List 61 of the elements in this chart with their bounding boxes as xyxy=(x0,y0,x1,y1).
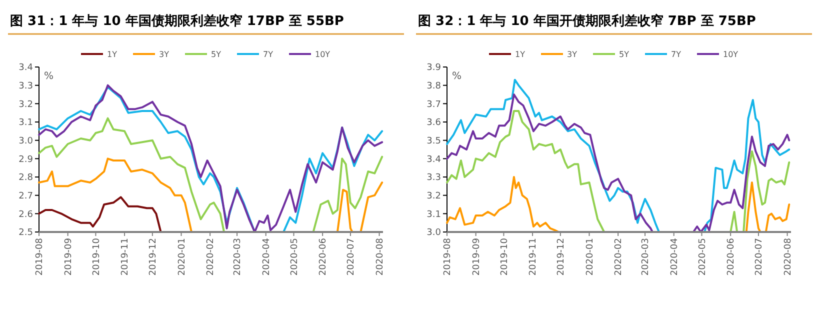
x-tick-label: 2020-02 xyxy=(614,238,624,276)
x-tick-label: 2019-08 xyxy=(443,238,454,276)
x-tick-label: 2019-10 xyxy=(500,238,510,276)
y-tick-label: 3.9 xyxy=(426,63,442,74)
y-tick-label: 3.7 xyxy=(426,100,441,110)
legend-label: 1Y xyxy=(107,50,118,59)
x-tick-label: 2020-01 xyxy=(177,238,188,276)
y-tick-label: 2.6 xyxy=(18,210,34,220)
y-tick-label: 3.2 xyxy=(18,100,33,110)
x-tick-label: 2020-05 xyxy=(290,238,300,276)
chart-title: 图 31：1 年与 10 年国债期限利差收窄 17BP 至 55BP xyxy=(10,13,344,29)
x-tick-label: 2019-10 xyxy=(92,238,102,276)
line-series xyxy=(38,196,162,233)
y-tick-label: 3.0 xyxy=(18,136,34,146)
y-tick-label: 3.2 xyxy=(426,191,441,202)
y-tick-label: 2.9 xyxy=(18,154,34,165)
x-tick-label: 2019-12 xyxy=(556,238,567,276)
y-tick-label: 3.1 xyxy=(426,210,441,220)
y-tick-label: 3.4 xyxy=(18,63,34,74)
chart-title: 图 32：1 年与 10 年国开债期限利差收窄 7BP 至 75BP xyxy=(418,13,756,29)
y-tick-label: 2.5 xyxy=(18,228,33,238)
y-tick-label: 2.7 xyxy=(18,191,33,202)
legend-label: 10Y xyxy=(723,50,738,59)
y-tick-label: 3.3 xyxy=(18,81,33,92)
x-tick-label: 2020-06 xyxy=(318,238,329,276)
x-tick-label: 2020-03 xyxy=(233,238,244,276)
x-tick-label: 2019-09 xyxy=(64,238,74,276)
x-tick-label: 2019-09 xyxy=(472,238,482,276)
legend-label: 7Y xyxy=(263,50,274,59)
x-tick-label: 2020-02 xyxy=(206,238,216,276)
x-tick-label: 2020-01 xyxy=(585,238,596,276)
y-tick-label: 3.1 xyxy=(18,118,33,128)
legend-label: 3Y xyxy=(159,50,170,59)
y-axis-title: % xyxy=(44,71,54,82)
y-tick-label: 3.8 xyxy=(426,81,442,92)
y-tick-label: 3.0 xyxy=(426,228,442,238)
x-tick-label: 2019-11 xyxy=(120,238,131,276)
x-tick-label: 2019-08 xyxy=(35,238,46,276)
legend-label: 3Y xyxy=(567,50,578,59)
x-tick-label: 2020-08 xyxy=(783,238,794,276)
x-tick-label: 2020-08 xyxy=(375,238,386,276)
y-tick-label: 2.8 xyxy=(18,173,34,184)
x-tick-label: 2020-03 xyxy=(641,238,652,276)
legend-label: 5Y xyxy=(211,50,222,59)
y-axis-title: % xyxy=(452,71,462,82)
x-tick-label: 2020-04 xyxy=(262,238,272,276)
x-tick-label: 2019-12 xyxy=(148,238,159,276)
y-tick-label: 3.5 xyxy=(426,136,441,146)
x-tick-label: 2020-05 xyxy=(698,238,708,276)
x-tick-label: 2020-06 xyxy=(726,238,737,276)
legend-label: 7Y xyxy=(671,50,682,59)
y-tick-label: 3.3 xyxy=(426,173,441,184)
legend-label: 1Y xyxy=(515,50,526,59)
y-tick-label: 3.6 xyxy=(426,118,442,128)
y-tick-label: 3.4 xyxy=(426,154,442,165)
legend-label: 5Y xyxy=(619,50,630,59)
x-tick-label: 2020-04 xyxy=(670,238,680,276)
x-tick-label: 2020-07 xyxy=(346,238,357,276)
x-tick-label: 2019-11 xyxy=(528,238,539,276)
x-tick-label: 2020-07 xyxy=(754,238,765,276)
legend-label: 10Y xyxy=(315,50,330,59)
